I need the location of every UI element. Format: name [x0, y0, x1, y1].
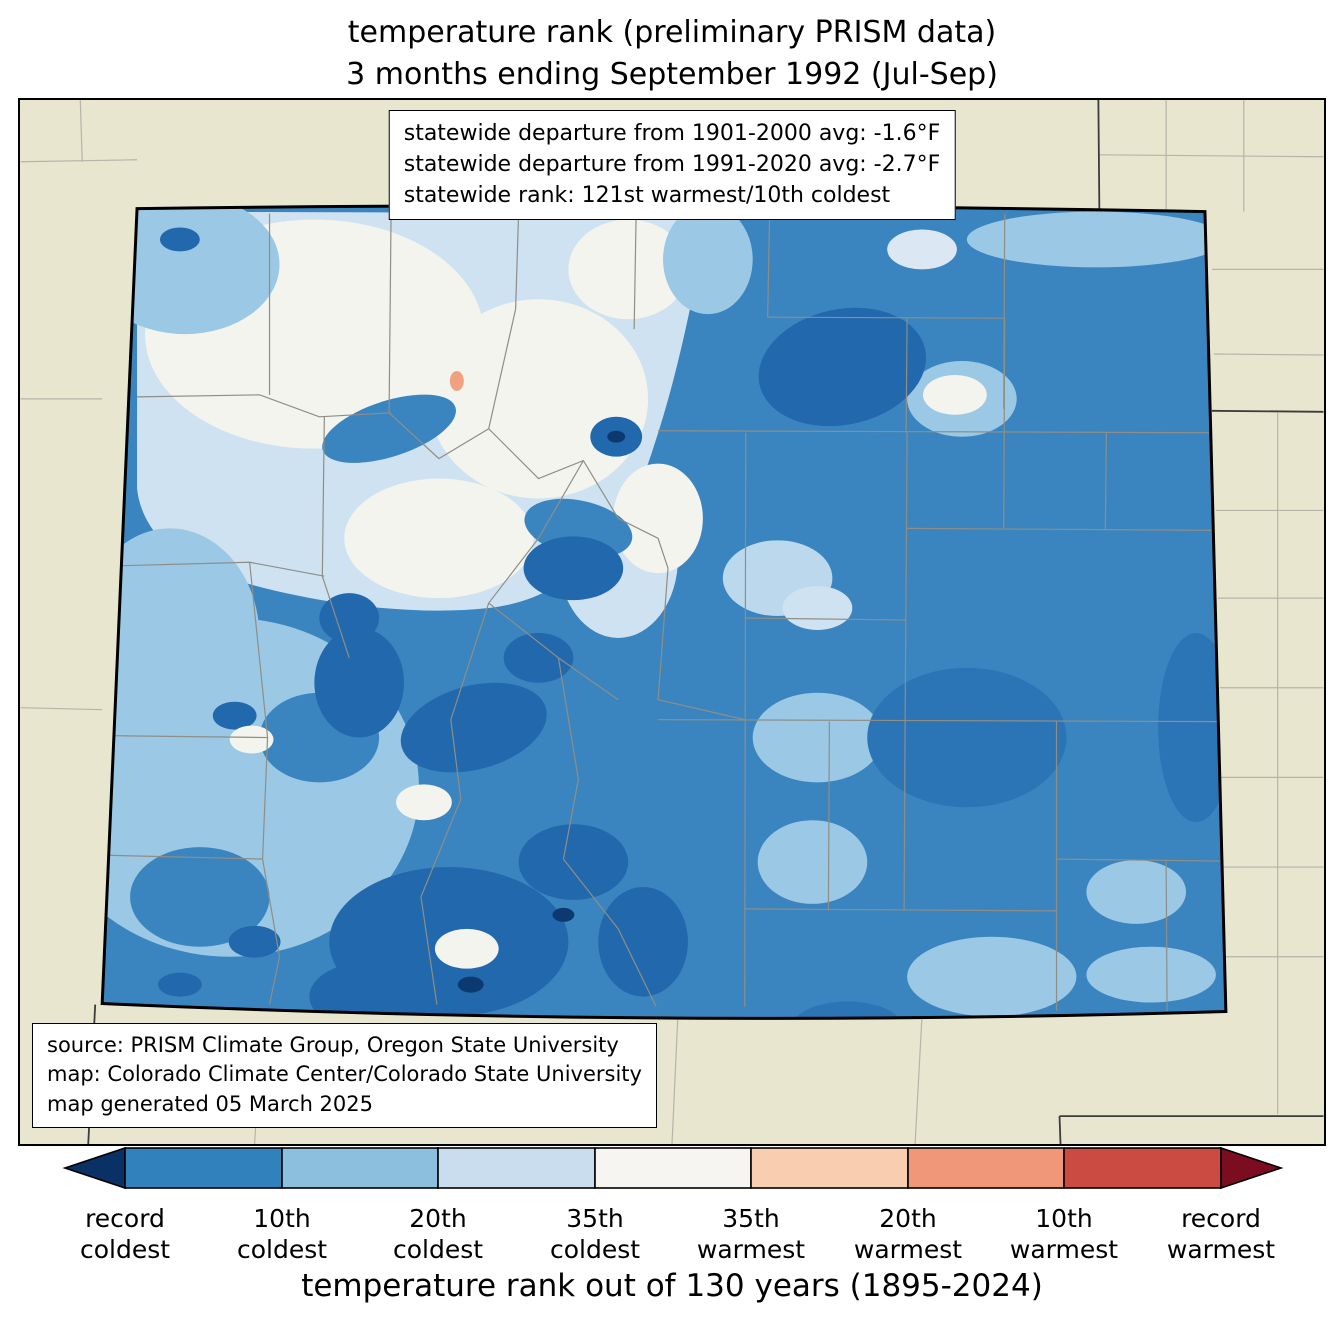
colorbar-segment-6 — [907, 1147, 1065, 1189]
title-line-2: 3 months ending September 1992 (Jul-Sep) — [346, 57, 998, 92]
legend-label-20th-coldest: 20th coldest — [392, 1204, 484, 1264]
colorbar-segment-5 — [750, 1147, 909, 1189]
legend-label-20th-warmest: 20th warmest — [853, 1204, 963, 1264]
stats-box: statewide departure from 1901-2000 avg: … — [388, 110, 956, 220]
warm-anomaly-speck — [449, 370, 464, 391]
stats-line-1: statewide departure from 1901-2000 avg: … — [403, 121, 941, 146]
source-line-2: map: Colorado Climate Center/Colorado St… — [47, 1062, 642, 1087]
legend-label-35th-coldest: 35th coldest — [549, 1204, 641, 1264]
colorbar-segment-1 — [124, 1147, 283, 1189]
page-title: temperature rank (preliminary PRISM data… — [0, 12, 1344, 96]
stats-line-2: statewide departure from 1991-2020 avg: … — [403, 152, 941, 178]
colorbar-segment-3 — [437, 1147, 596, 1189]
colorado-fill — [102, 205, 1226, 1019]
title-line-1: temperature rank (preliminary PRISM data… — [347, 15, 997, 50]
colorbar-right-arrow — [1220, 1146, 1284, 1190]
county-lines — [102, 213, 1222, 1012]
source-box: source: PRISM Climate Group, Oregon Stat… — [32, 1022, 657, 1128]
colorado-map — [20, 100, 1324, 1144]
colorbar-segment-7 — [1063, 1147, 1222, 1189]
colorbar-caption: temperature rank out of 130 years (1895-… — [301, 1268, 1043, 1304]
stats-line-3: statewide rank: 121st warmest/10th colde… — [403, 183, 891, 209]
colorbar-segment-2 — [281, 1147, 439, 1189]
legend-label-10th-coldest: 10th coldest — [236, 1204, 328, 1264]
legend-label-record-coldest: record coldest — [79, 1204, 171, 1264]
source-line-3: map generated 05 March 2025 — [47, 1092, 374, 1117]
outside-county-lines — [20, 100, 1324, 1144]
colorbar-segment-4 — [594, 1147, 752, 1189]
legend-label-record-warmest: record warmest — [1166, 1204, 1276, 1264]
colorbar-left-arrow — [62, 1146, 126, 1190]
colorbar — [62, 1146, 1284, 1190]
legend-label-10th-warmest: 10th warmest — [1009, 1204, 1119, 1264]
legend-label-35th-warmest: 35th warmest — [696, 1204, 806, 1264]
map-frame: statewide departure from 1901-2000 avg: … — [18, 98, 1326, 1146]
source-line-1: source: PRISM Climate Group, Oregon Stat… — [47, 1032, 619, 1057]
